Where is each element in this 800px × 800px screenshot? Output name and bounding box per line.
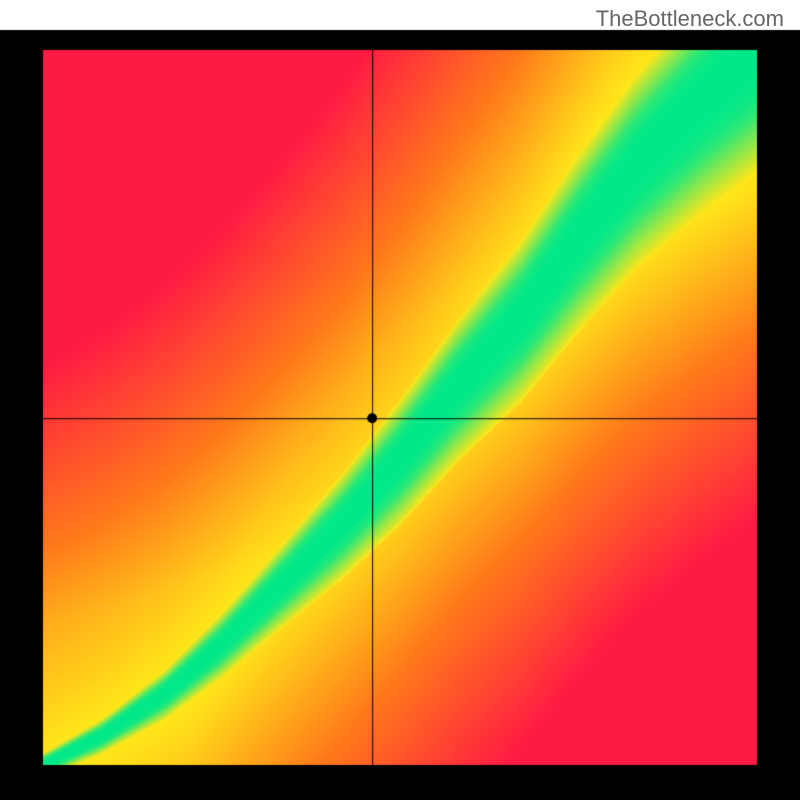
watermark-text: TheBottleneck.com: [596, 6, 784, 32]
heatmap-canvas: [0, 0, 800, 800]
chart-container: TheBottleneck.com: [0, 0, 800, 800]
